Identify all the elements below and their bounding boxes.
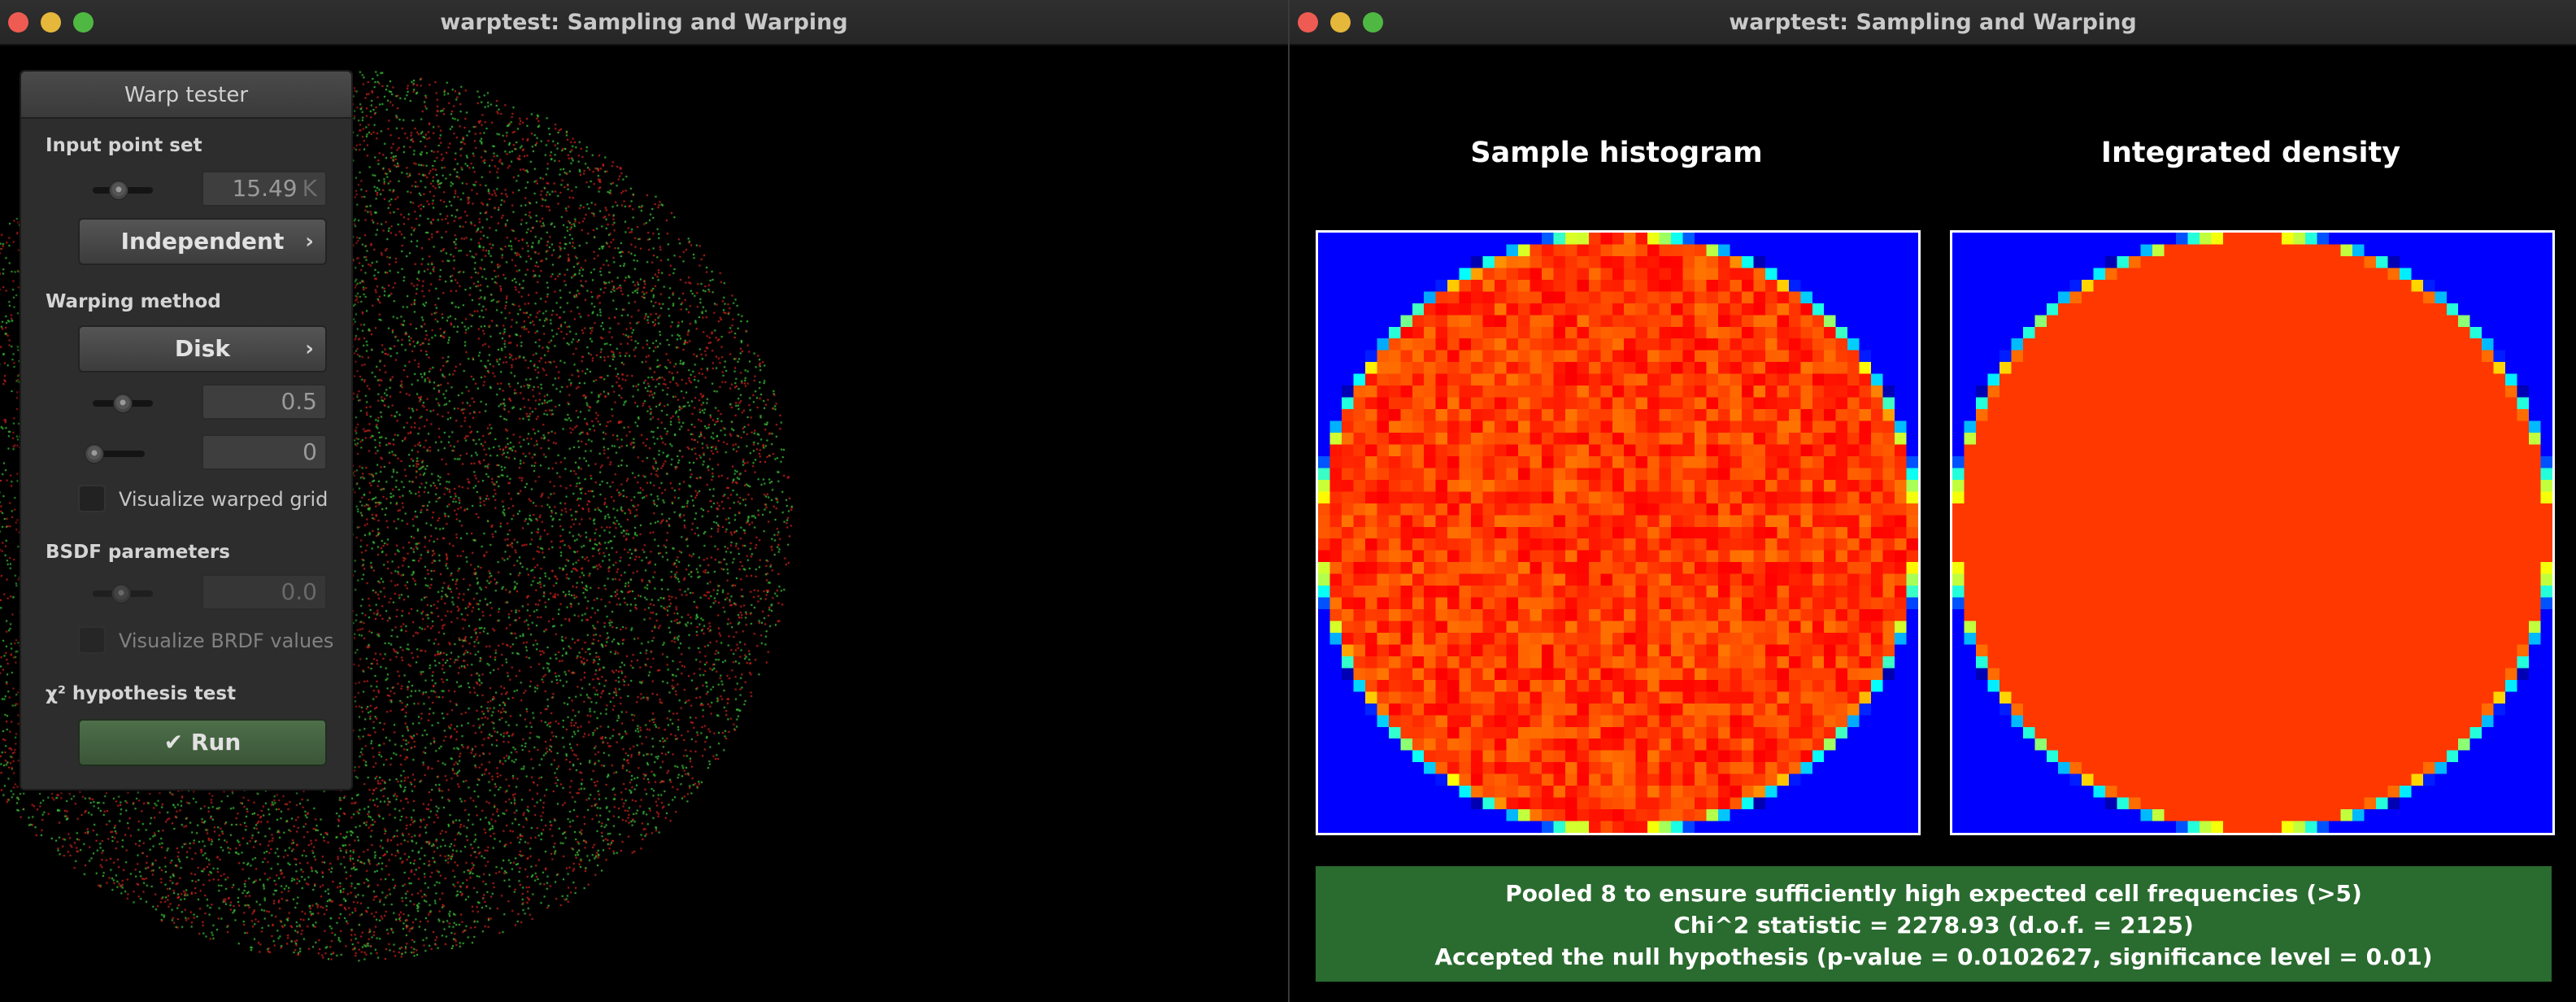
point-count-slider[interactable] <box>93 181 153 200</box>
title-bar: warptest: Sampling and Warping <box>1290 0 2576 46</box>
warping-method-button[interactable]: Disk › <box>78 325 327 372</box>
point-set-mode-label: Independent <box>120 228 285 255</box>
visualize-grid-label[interactable]: Visualize warped grid <box>119 488 329 511</box>
point-set-mode-button[interactable]: Independent › <box>78 218 327 265</box>
sample-histogram-title: Sample histogram <box>1470 137 1763 169</box>
warp-tester-window: warptest: Sampling and Warping Warp test… <box>0 0 1288 1002</box>
integrated-density-heatmap <box>1952 233 2552 833</box>
run-test-button[interactable]: ✔ Run <box>78 719 327 766</box>
bsdf-value-field[interactable]: 0.0 <box>202 574 327 610</box>
close-window-icon[interactable] <box>1298 12 1318 33</box>
minimize-window-icon[interactable] <box>41 12 61 33</box>
slider-knob[interactable] <box>113 394 133 413</box>
chi2-statistic: Chi^2 statistic = 2278.93 (d.o.f. = 2125… <box>1673 912 2194 939</box>
close-window-icon[interactable] <box>8 12 28 33</box>
bsdf-slider[interactable] <box>93 584 153 603</box>
warp-param1-slider[interactable] <box>93 394 153 413</box>
chi2-result-banner: Pooled 8 to ensure sufficiently high exp… <box>1316 866 2552 982</box>
point-count-field[interactable]: 15.49 K <box>202 171 327 207</box>
warp-param2-field[interactable]: 0 <box>202 434 327 470</box>
hypothesis-test-label: χ² hypothesis test <box>46 683 237 704</box>
warping-method-label: Warping method <box>46 291 221 312</box>
sample-histogram-heatmap <box>1318 233 1918 833</box>
sample-histogram-plot <box>1316 230 1921 835</box>
slider-knob[interactable] <box>85 444 104 464</box>
input-point-set-label: Input point set <box>46 135 202 156</box>
warping-method-value: Disk <box>174 335 231 362</box>
warp-param1-field[interactable]: 0.5 <box>202 384 327 420</box>
window-title: warptest: Sampling and Warping <box>1729 10 2137 35</box>
chi2-results-window: warptest: Sampling and Warping Sample hi… <box>1288 0 2576 1002</box>
minimize-window-icon[interactable] <box>1330 12 1351 33</box>
panel-title[interactable]: Warp tester <box>21 72 351 119</box>
chevron-right-icon: › <box>305 337 314 361</box>
maximize-window-icon[interactable] <box>1363 12 1383 33</box>
maximize-window-icon[interactable] <box>73 12 94 33</box>
window-title: warptest: Sampling and Warping <box>440 10 848 35</box>
slider-knob[interactable] <box>111 584 131 603</box>
title-bar: warptest: Sampling and Warping <box>0 0 1288 46</box>
visualize-grid-checkbox[interactable] <box>78 485 106 512</box>
warp-param2-slider[interactable] <box>85 444 145 464</box>
bsdf-parameters-label: BSDF parameters <box>46 542 230 563</box>
chevron-right-icon: › <box>305 229 314 254</box>
pooling-message: Pooled 8 to ensure sufficiently high exp… <box>1505 880 2362 907</box>
point-count-unit: K <box>302 175 317 202</box>
integrated-density-title: Integrated density <box>2100 137 2401 169</box>
visualize-brdf-checkbox[interactable] <box>78 626 106 654</box>
warp-tester-panel: Warp tester Input point set 15.49 K Indep… <box>20 70 353 791</box>
point-count-value: 15.49 <box>232 175 298 202</box>
integrated-density-plot <box>1950 230 2555 835</box>
slider-knob[interactable] <box>109 181 128 200</box>
hypothesis-verdict: Accepted the null hypothesis (p-value = … <box>1434 943 2433 970</box>
visualize-brdf-label[interactable]: Visualize BRDF values <box>119 630 334 652</box>
